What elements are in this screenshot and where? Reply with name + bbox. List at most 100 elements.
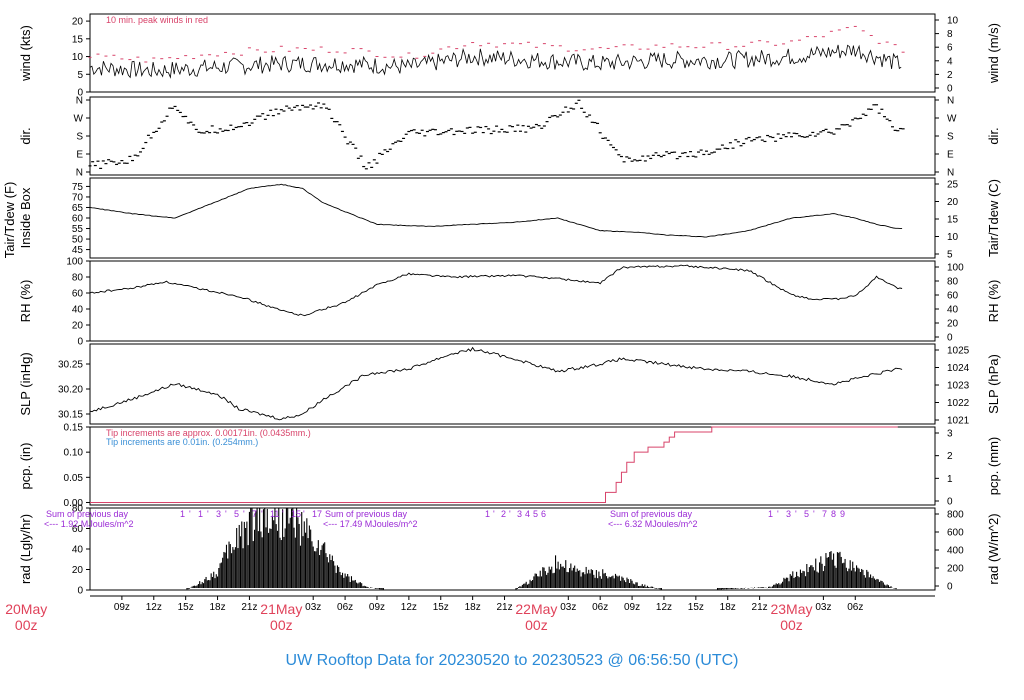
day-label: 22May bbox=[515, 601, 557, 617]
ytick-left-label: 60 bbox=[72, 289, 84, 300]
ytick-right-label: 80 bbox=[947, 277, 959, 288]
ylabel-left: Inside Box bbox=[18, 187, 33, 248]
ytick-right-label: 800 bbox=[947, 510, 964, 521]
panel-pcp: 0.00 0.05 0.10 0.15 0 1 2 3 pcp. (in) pcp. (mm) Ti… bbox=[18, 423, 1001, 509]
x-tick-label: 15z bbox=[433, 602, 449, 613]
rad-day-mark: 3 bbox=[216, 509, 221, 519]
ylabel-right: SLP (hPa) bbox=[986, 354, 1001, 414]
ytick-right-label: 400 bbox=[947, 546, 964, 557]
ylabel-left: wind (kts) bbox=[18, 25, 33, 82]
ytick-right-label: 200 bbox=[947, 564, 964, 575]
ylabel-left: dir. bbox=[18, 127, 33, 144]
rad-day-mark: ' bbox=[189, 509, 191, 519]
ytick-right-label: W bbox=[947, 114, 957, 125]
ytick-left-label: 65 bbox=[72, 203, 84, 214]
x-tick-label: 06z bbox=[337, 602, 353, 613]
ytick-right-label: E bbox=[947, 150, 954, 161]
ytick-left-label: N bbox=[76, 96, 83, 107]
rad-day-mark: ' bbox=[303, 509, 305, 519]
x-tick-label: 06z bbox=[847, 602, 863, 613]
ytick-right-label: 20 bbox=[947, 197, 959, 208]
ytick-left-label: 0 bbox=[77, 586, 83, 597]
x-tick-label: 12z bbox=[656, 602, 672, 613]
rad-sum-title: Sum of previous day bbox=[46, 509, 129, 519]
ytick-right-label: S bbox=[947, 132, 954, 143]
day-time-label: 00z bbox=[780, 617, 803, 633]
ytick-right-label: 1 bbox=[947, 474, 953, 485]
ytick-left-label: 0 bbox=[77, 88, 83, 99]
rad-day-mark: 11 bbox=[270, 509, 279, 519]
ytick-right-label: 20 bbox=[947, 319, 959, 330]
x-tick-label: 03z bbox=[305, 602, 321, 613]
rad-day-mark: ' bbox=[509, 509, 511, 519]
ytick-right-label: 0 bbox=[947, 497, 953, 508]
rad-day-mark: ' bbox=[225, 509, 227, 519]
ylabel-right: rad (W/m^2) bbox=[986, 513, 1001, 584]
ytick-left-label: 0.05 bbox=[64, 473, 84, 484]
ylabel-left: SLP (inHg) bbox=[18, 352, 33, 415]
panel-frame bbox=[89, 426, 936, 506]
rad-sum-value: <--- 6.32 MJoules/m^2 bbox=[608, 519, 698, 529]
rad-sum-title: Sum of previous day bbox=[325, 509, 408, 519]
ytick-right-label: 10 bbox=[947, 232, 959, 243]
rad-day-mark: ' bbox=[813, 509, 815, 519]
x-tick-label: 09z bbox=[114, 602, 130, 613]
ytick-right-label: 1023 bbox=[947, 381, 970, 392]
ytick-left-label: N bbox=[76, 168, 83, 179]
ytick-right-label: 0 bbox=[947, 84, 953, 95]
ylabel-left: pcp. (in) bbox=[18, 443, 33, 490]
rad-day-mark: 3 bbox=[786, 509, 791, 519]
x-tick-label: 15z bbox=[178, 602, 194, 613]
ytick-right-label: 40 bbox=[947, 305, 959, 316]
ytick-left-label: 45 bbox=[72, 245, 84, 256]
x-tick-label: 06z bbox=[592, 602, 608, 613]
x-tick-label: 03z bbox=[815, 602, 831, 613]
rad-day-mark: ' bbox=[493, 509, 495, 519]
ylabel-right: Tair/Tdew (C) bbox=[986, 179, 1001, 257]
ytick-left-label: 20 bbox=[72, 17, 84, 28]
x-tick-label: 18z bbox=[209, 602, 225, 613]
rad-day-mark: 17 bbox=[312, 509, 322, 519]
day-time-label: 00z bbox=[270, 617, 293, 633]
ytick-left-label: 0.10 bbox=[64, 448, 84, 459]
rad-day-mark: 1 bbox=[180, 509, 185, 519]
rad-day-mark: 6 bbox=[541, 509, 546, 519]
panel-slp: 30.15 30.20 30.25 1021 1022 1023 1024 1025 SLP (… bbox=[18, 343, 1001, 427]
ytick-right-label: 60 bbox=[947, 291, 959, 302]
day-label: 21May bbox=[260, 601, 302, 617]
ytick-right-label: 8 bbox=[947, 29, 953, 40]
day-label: 20May bbox=[5, 601, 47, 617]
rad-day-mark: 5 bbox=[804, 509, 809, 519]
rad-sum-value: <--- 1.92 MJoules/m^2 bbox=[44, 519, 134, 529]
rad-sum-value: <--- 17.49 MJoules/m^2 bbox=[323, 519, 418, 529]
wind-annotation: 10 min. peak winds in red bbox=[106, 15, 208, 25]
ytick-left-label: 40 bbox=[72, 545, 84, 556]
ytick-right-label: 1021 bbox=[947, 416, 970, 427]
rad-day-mark: 4 bbox=[525, 509, 530, 519]
ytick-left-label: 10 bbox=[72, 52, 84, 63]
x-tick-label: 21z bbox=[496, 602, 512, 613]
rad-day-mark: 1 bbox=[198, 509, 203, 519]
ytick-left-label: 30.15 bbox=[58, 410, 83, 421]
ytick-left-label: 80 bbox=[72, 504, 84, 515]
rad-day-mark: ' bbox=[795, 509, 797, 519]
ylabel-left: RH (%) bbox=[18, 280, 33, 323]
ytick-left-label: 0.00 bbox=[64, 498, 84, 509]
pcp-note-1: Tip increments are approx. 0.00171in. (0… bbox=[106, 428, 311, 438]
x-tick-label: 12z bbox=[401, 602, 417, 613]
ytick-right-label: 2 bbox=[947, 70, 953, 81]
ytick-left-label: S bbox=[76, 132, 83, 143]
day-time-label: 00z bbox=[525, 617, 548, 633]
x-tick-label: 18z bbox=[465, 602, 481, 613]
x-tick-label: 21z bbox=[752, 602, 768, 613]
ytick-right-label: 10 bbox=[947, 16, 959, 27]
panel-frame bbox=[89, 177, 936, 259]
rad-day-mark: 15 bbox=[291, 509, 301, 519]
ytick-left-label: 55 bbox=[72, 224, 84, 235]
panel-wind: 0 5 10 15 20 0 2 4 6 8 10 wind (kts) wind (m/s) 10 mi… bbox=[18, 13, 1001, 99]
rad-day-mark: 9 bbox=[840, 509, 845, 519]
panel-frame bbox=[89, 343, 936, 425]
